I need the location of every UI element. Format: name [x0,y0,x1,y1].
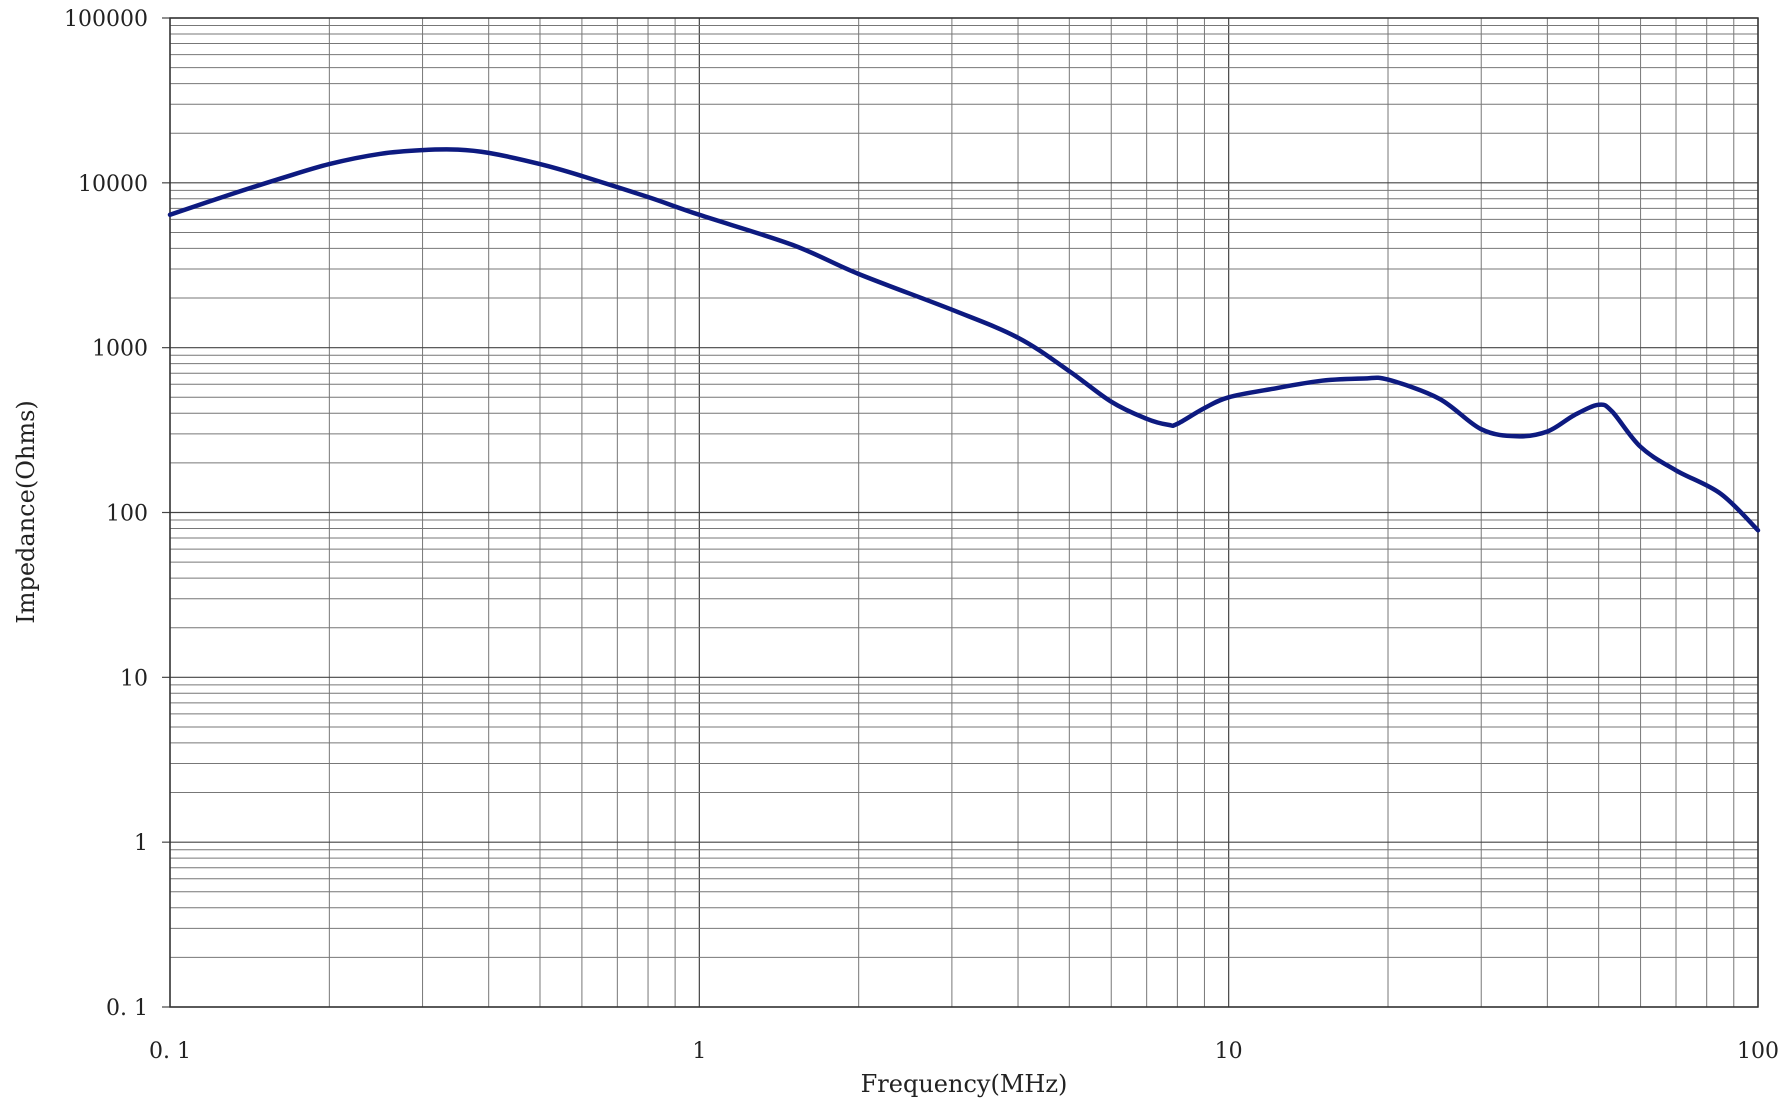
y-axis-title: Impedance(Ohms) [12,400,40,624]
tick-labels: 0. 1 1 10 100 0. 1 1 10 100 1000 10000 100000 [64,7,1779,1064]
y-tick-label: 1000 [92,337,148,362]
x-tick-label: 10 [1215,1039,1243,1064]
x-tick-label: 0. 1 [149,1039,191,1064]
y-tick-label: 10000 [78,172,148,197]
y-tick-label: 10 [120,666,148,691]
x-tick-label: 1 [692,1039,706,1064]
y-tick-label: 100 [106,502,148,527]
y-tick-label: 1 [134,831,148,856]
impedance-curve [167,147,1761,533]
grid [162,17,1759,1008]
x-tick-label: 100 [1737,1039,1779,1064]
x-axis-title: Frequency(MHz) [861,1070,1068,1098]
y-tick-label: 100000 [64,7,148,32]
series-layer [167,147,1761,533]
y-tick-label: 0. 1 [106,996,148,1021]
plot-frame [169,17,1759,1008]
